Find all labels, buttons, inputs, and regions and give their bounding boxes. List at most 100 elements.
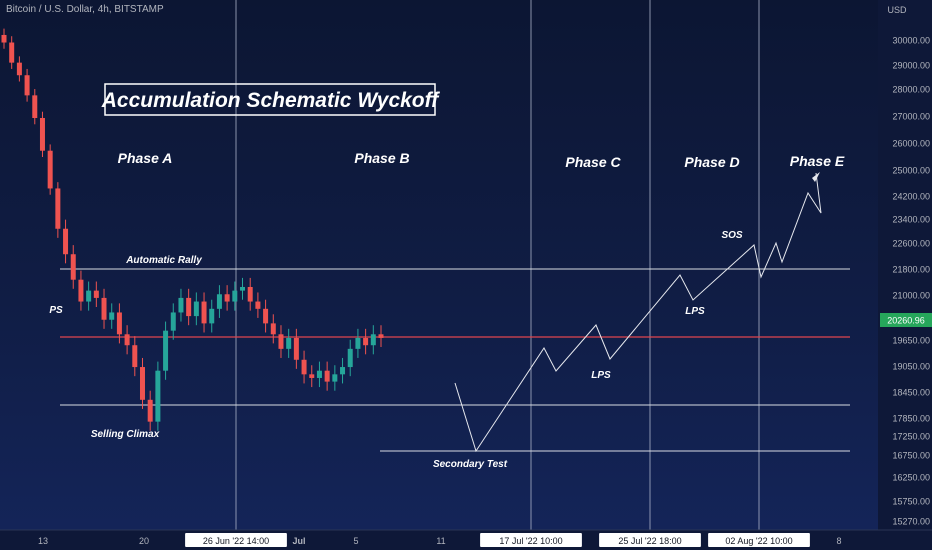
candle-body [101,297,107,320]
y-tick-label: 17850.00 [892,414,930,424]
candle-body [86,290,92,302]
annotation-lps-c: LPS [591,370,611,381]
y-tick-label: 25000.00 [892,166,930,176]
candle-body [301,359,307,375]
y-tick-label: 19650.00 [892,336,930,346]
x-tick-badge [599,533,701,547]
last-price-label: 20260.96 [887,316,925,326]
candle-body [39,118,45,151]
y-tick-label: 24200.00 [892,192,930,202]
candle-body [355,337,361,349]
candle-body [201,301,207,324]
candle-body [47,150,53,189]
candle-body [109,312,115,320]
candle-body [216,294,222,309]
candle-body [278,334,284,349]
y-tick-label: 26000.00 [892,139,930,149]
candle-body [132,345,138,368]
candle-body [163,330,169,371]
annotation-sos: SOS [721,230,742,241]
phase-label-2: Phase B [354,150,409,166]
candle-body [340,367,346,375]
phase-label-3: Phase C [565,154,621,170]
candle-body [193,301,199,317]
title-box [104,83,436,116]
phase-label-5: Phase E [790,153,845,169]
candle-body [240,286,246,291]
candle-body [363,337,369,346]
chart-title: Accumulation Schematic Wyckoff [101,89,440,112]
x-tick-label: 25 Jul '22 18:00 [618,536,681,546]
x-tick-label: 02 Aug '22 10:00 [725,536,792,546]
y-tick-label: 19050.00 [892,362,930,372]
y-tick-label: 30000.00 [892,36,930,46]
x-tick-label: 5 [353,536,358,546]
candle-body [286,337,292,349]
candle-body [63,228,69,255]
y-tick-label: 22600.00 [892,239,930,249]
annotation-selling-climax: Selling Climax [91,429,160,440]
candle-body [147,399,153,422]
y-tick-label: 17250.00 [892,432,930,442]
candle-body [93,290,99,298]
candle-body [24,75,30,96]
phase-label-4: Phase D [684,154,739,170]
symbol-title: Bitcoin / U.S. Dollar, 4h, BITSTAMP [6,4,164,15]
y-unit-label: USD [887,5,907,15]
y-tick-label: 16250.00 [892,473,930,483]
candle-body [9,42,15,63]
y-tick-label: 29000.00 [892,61,930,71]
candle-body [170,312,176,331]
y-tick-label: 16750.00 [892,451,930,461]
candle-body [70,254,76,280]
y-tick-label: 27000.00 [892,112,930,122]
x-tick-label: 11 [436,536,445,546]
candle-body [232,290,238,302]
price-axis-bg [878,0,932,550]
candle-body [16,62,22,76]
x-tick-label: 13 [38,536,48,546]
annotation-secondary-test: Secondary Test [433,459,508,470]
candle-body [316,370,322,378]
y-tick-label: 21800.00 [892,265,930,275]
annotation-automatic-rally: Automatic Rally [125,255,202,266]
x-tick-label: 8 [836,536,841,546]
candle-body [1,34,7,43]
candle-body [370,334,376,346]
x-tick-badge [708,533,810,547]
candle-body [293,337,299,360]
candle-body [378,334,384,338]
x-tick-badge [185,533,287,547]
candle-body [255,301,261,309]
y-tick-label: 18450.00 [892,388,930,398]
candle-body [32,95,38,118]
candle-body [178,297,184,313]
y-tick-label: 15270.00 [892,517,930,527]
candle-body [224,294,230,302]
candle-body [247,286,253,302]
y-tick-label: 21000.00 [892,291,930,301]
candle-body [332,374,338,382]
x-tick-label: 20 [139,536,149,546]
projection-arrow-icon [812,172,820,182]
annotation-lps-d: LPS [685,306,705,317]
projected-path [454,172,822,453]
candle-body [155,370,161,422]
candle-body [124,334,130,346]
x-tick-label: 26 Jun '22 14:00 [203,536,269,546]
candle-body [186,297,192,317]
y-tick-label: 23400.00 [892,215,930,225]
candle-body [263,308,269,324]
phase-label-1: Phase A [118,150,173,166]
candle-body [116,312,122,335]
candle-body [347,348,353,368]
candle-body [324,370,330,382]
y-tick-label: 28000.00 [892,85,930,95]
x-tick-label: 17 Jul '22 10:00 [499,536,562,546]
y-tick-label: 15750.00 [892,497,930,507]
last-price-badge [880,313,932,327]
annotation-ps: PS [49,305,63,316]
x-tick-badge [480,533,582,547]
